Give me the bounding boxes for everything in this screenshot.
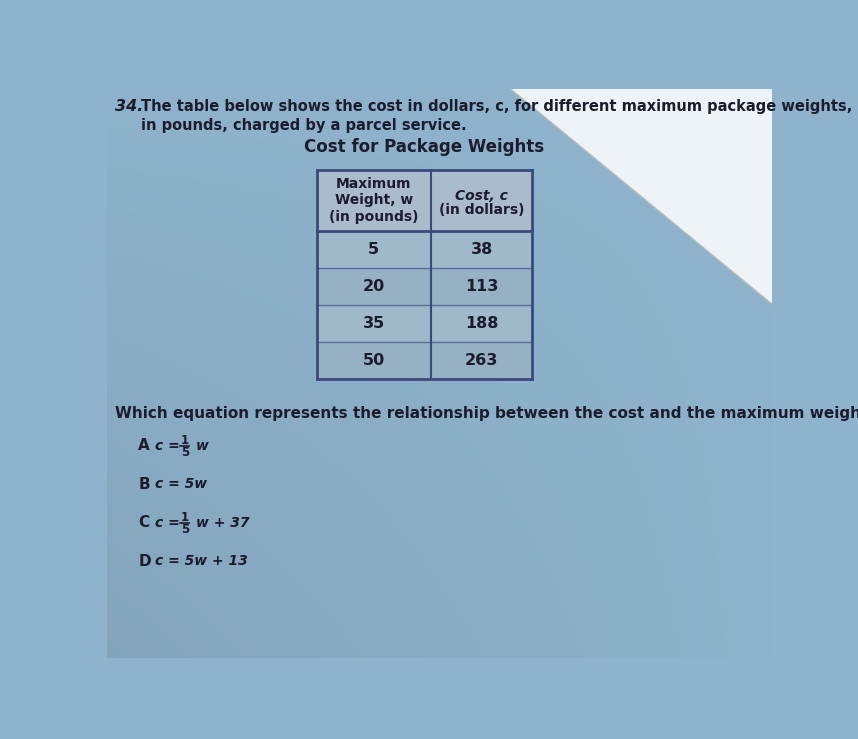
Text: 20: 20 <box>363 279 385 294</box>
Text: 34.: 34. <box>115 100 143 115</box>
Text: w: w <box>196 439 208 453</box>
Bar <box>317 342 432 379</box>
Text: D: D <box>138 554 151 569</box>
Text: Cost, c: Cost, c <box>455 189 508 203</box>
Text: Cost for Package Weights: Cost for Package Weights <box>305 137 544 156</box>
Text: B: B <box>138 477 150 492</box>
Text: c =: c = <box>155 516 185 530</box>
Bar <box>317 305 432 342</box>
Bar <box>432 231 532 268</box>
Text: 38: 38 <box>470 242 492 257</box>
Text: c =: c = <box>155 439 185 453</box>
Text: Maximum
Weight, w
(in pounds): Maximum Weight, w (in pounds) <box>329 177 419 223</box>
Text: C: C <box>138 516 149 531</box>
Text: (in dollars): (in dollars) <box>438 202 524 217</box>
Text: 5: 5 <box>181 446 189 459</box>
Text: c = 5w + 13: c = 5w + 13 <box>155 554 248 568</box>
Text: 5: 5 <box>368 242 379 257</box>
Text: 5: 5 <box>181 522 189 536</box>
Text: 1: 1 <box>181 511 189 524</box>
Text: Which equation represents the relationship between the cost and the maximum weig: Which equation represents the relationsh… <box>115 406 858 421</box>
Bar <box>317 169 532 231</box>
Text: w + 37: w + 37 <box>196 516 249 530</box>
Bar <box>432 342 532 379</box>
Bar <box>317 231 432 268</box>
Bar <box>432 268 532 305</box>
Text: 35: 35 <box>363 316 385 331</box>
Text: A: A <box>138 438 150 454</box>
Text: in pounds, charged by a parcel service.: in pounds, charged by a parcel service. <box>141 118 466 133</box>
Text: 113: 113 <box>465 279 498 294</box>
Bar <box>317 268 432 305</box>
Text: 188: 188 <box>465 316 498 331</box>
Text: 50: 50 <box>363 353 385 368</box>
Text: 263: 263 <box>465 353 498 368</box>
Polygon shape <box>511 89 772 304</box>
Bar <box>432 305 532 342</box>
Text: The table below shows the cost in dollars, c, for different maximum package weig: The table below shows the cost in dollar… <box>141 100 858 115</box>
Text: c = 5w: c = 5w <box>155 477 208 491</box>
Text: 1: 1 <box>181 434 189 447</box>
